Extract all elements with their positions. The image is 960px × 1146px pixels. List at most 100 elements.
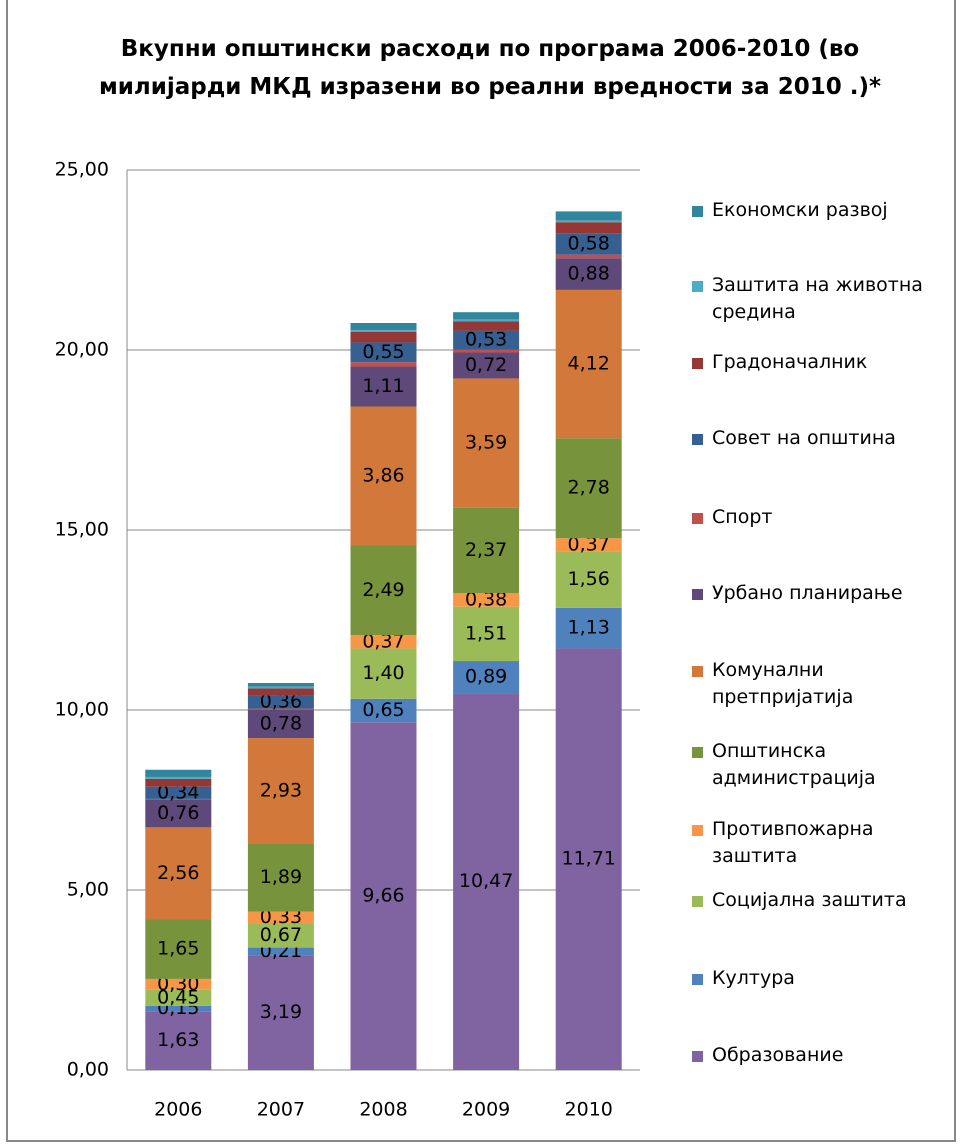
y-tick-label: 10,00	[55, 699, 109, 721]
legend-item: Култура	[692, 965, 947, 992]
bar-segment	[555, 211, 622, 221]
data-label: 9,66	[362, 885, 404, 907]
y-tick-label: 25,00	[55, 159, 109, 181]
bar-segment	[247, 738, 314, 844]
data-label: 0,67	[260, 924, 302, 946]
legend-swatch	[692, 747, 703, 758]
bar-segment	[247, 955, 314, 1070]
data-label: 0,55	[362, 341, 404, 363]
bar-segment	[555, 258, 622, 290]
x-tick-label: 2008	[359, 1099, 407, 1121]
legend-label: Урбано планирање	[712, 582, 903, 604]
bar-segment	[145, 827, 212, 920]
data-label: 0,45	[157, 986, 199, 1008]
legend-item: Општинска администрација	[692, 738, 947, 792]
bar-segment	[555, 551, 622, 608]
bar-segment	[555, 220, 622, 223]
data-label: 3,59	[465, 432, 507, 454]
frame	[6, 0, 956, 1142]
legend-item: Социјална заштита	[692, 887, 947, 914]
x-tick-label: 2010	[565, 1099, 613, 1121]
data-label: 4,12	[568, 353, 610, 375]
bar-segment	[453, 349, 520, 353]
bar-segment	[247, 686, 314, 689]
data-label: 0,72	[465, 354, 507, 376]
data-label: 2,78	[568, 477, 610, 499]
data-label: 0,65	[362, 699, 404, 721]
data-label: 2,56	[157, 862, 199, 884]
data-label: 2,93	[260, 779, 302, 801]
data-label: 10,47	[459, 870, 513, 892]
legend-item: Спорт	[692, 504, 947, 531]
y-tick-label: 15,00	[55, 519, 109, 541]
legend-swatch	[692, 1051, 703, 1062]
bar-segment	[145, 786, 212, 799]
legend-label: Спорт	[712, 506, 773, 528]
data-label: 0,58	[568, 233, 610, 255]
bar-segment	[555, 233, 622, 255]
bar-segment	[145, 769, 212, 777]
bar-segment	[555, 648, 622, 1070]
legend-label: Социјална заштита	[712, 889, 907, 911]
legend-item: Противпожарна заштита	[692, 816, 947, 870]
bar-segment	[145, 1005, 212, 1012]
y-tick-label: 0,00	[67, 1059, 109, 1081]
bar-segment	[350, 648, 417, 699]
bar-segment	[453, 378, 520, 508]
y-tick-label: 5,00	[67, 879, 109, 901]
data-label: 3,86	[362, 465, 404, 487]
bar-segment	[453, 352, 520, 379]
legend-label: Општинска администрација	[712, 740, 876, 789]
bar-segment	[145, 989, 212, 1006]
legend-item: Економски развој	[692, 197, 947, 224]
data-label: 0,53	[465, 329, 507, 351]
data-label: 0,36	[260, 691, 302, 713]
bar-segment	[350, 635, 417, 649]
data-label: 1,51	[465, 622, 507, 644]
legend-item: Комунални претпријатија	[692, 657, 947, 711]
bar-segment	[555, 254, 622, 259]
bar-segment	[145, 776, 212, 779]
legend-swatch	[692, 825, 703, 836]
bar-segment	[453, 312, 520, 320]
data-label: 1,63	[157, 1029, 199, 1051]
legend-label: Заштита на животна средина	[712, 274, 923, 323]
data-label: 1,13	[568, 617, 610, 639]
bar-segment	[247, 947, 314, 956]
data-label: 0,38	[465, 588, 507, 610]
legend-swatch	[692, 589, 703, 600]
bar-segment	[247, 843, 314, 912]
bar-segment	[145, 1011, 212, 1070]
data-label: 1,89	[260, 866, 302, 888]
legend-swatch	[692, 281, 703, 292]
bar-segment	[453, 606, 520, 662]
legend-label: Противпожарна заштита	[712, 818, 874, 867]
bar-segment	[350, 362, 417, 367]
x-tick-label: 2007	[257, 1099, 305, 1121]
bar-segment	[350, 330, 417, 332]
y-tick-label: 20,00	[55, 339, 109, 361]
bar-segment	[350, 698, 417, 723]
data-label: 2,37	[465, 539, 507, 561]
legend-label: Образование	[712, 1044, 844, 1066]
bar-segment	[145, 798, 212, 800]
legend-item: Заштита на животна средина	[692, 272, 947, 326]
bar-segment	[453, 693, 520, 1070]
legend-swatch	[692, 434, 703, 445]
bar-segment	[247, 688, 314, 696]
bar-segment	[555, 289, 622, 439]
bar-segment	[247, 708, 314, 710]
data-label: 0,37	[362, 630, 404, 652]
data-label: 0,88	[568, 263, 610, 285]
chart-title: Вкупни општински расходи по програма 200…	[98, 36, 882, 100]
data-label: 1,65	[157, 938, 199, 960]
bar-segment	[145, 919, 212, 979]
bar-segment	[350, 323, 417, 331]
bar-segment	[453, 321, 520, 331]
legend-label: Совет на општина	[712, 427, 896, 449]
legend-item: Совет на општина	[692, 425, 947, 452]
bar-segment	[247, 710, 314, 739]
data-label: 0,89	[465, 666, 507, 688]
legend-swatch	[692, 206, 703, 217]
